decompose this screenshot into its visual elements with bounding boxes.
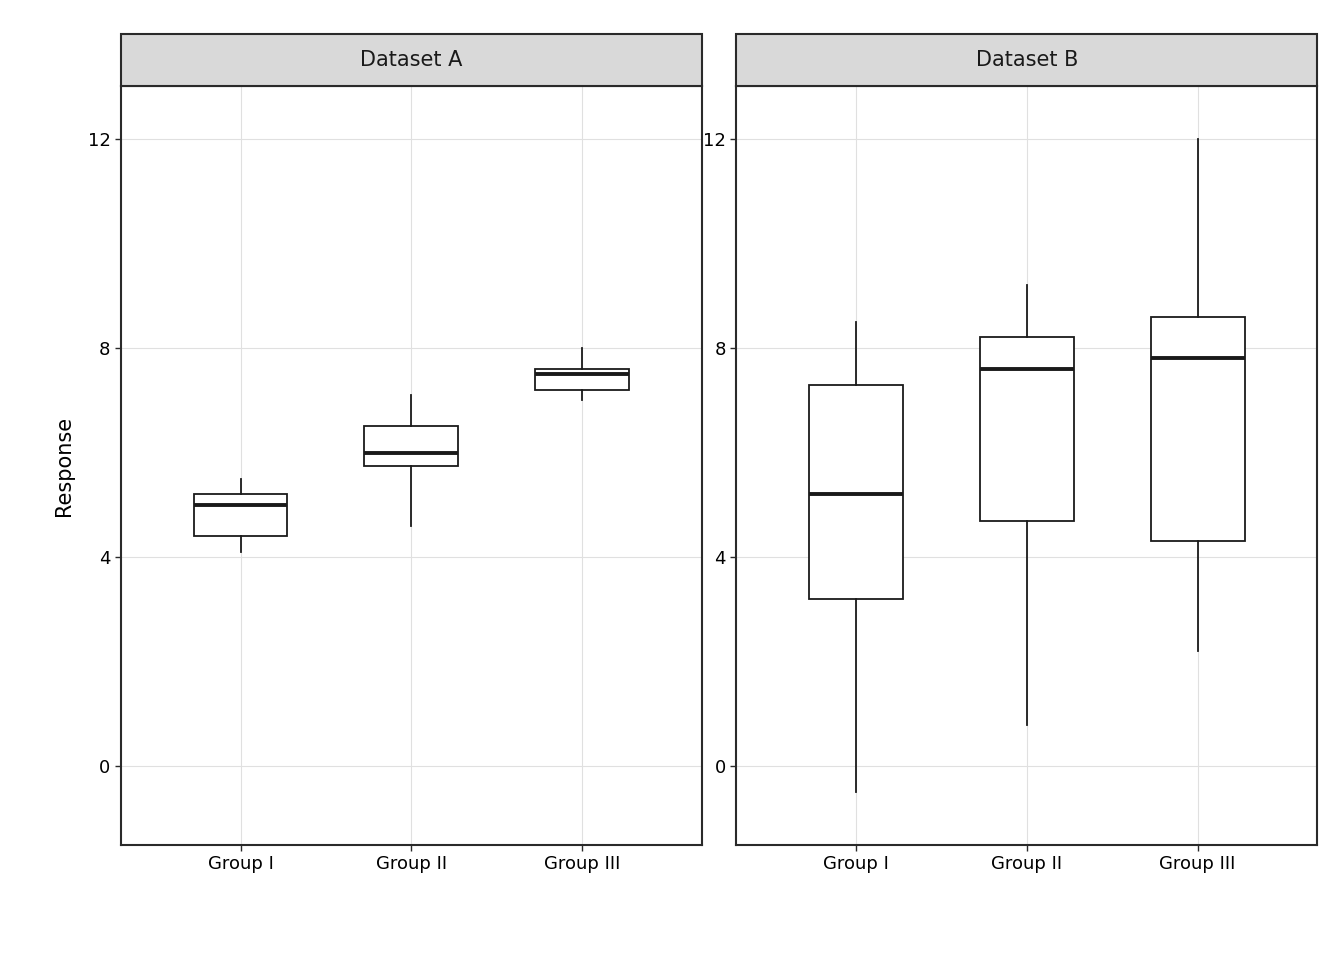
PathPatch shape [1150, 317, 1245, 541]
PathPatch shape [809, 385, 903, 599]
PathPatch shape [535, 369, 629, 390]
Text: Dataset A: Dataset A [360, 50, 462, 70]
PathPatch shape [980, 338, 1074, 520]
Text: Dataset B: Dataset B [976, 50, 1078, 70]
PathPatch shape [194, 494, 288, 537]
PathPatch shape [364, 426, 458, 466]
Y-axis label: Response: Response [54, 416, 74, 516]
